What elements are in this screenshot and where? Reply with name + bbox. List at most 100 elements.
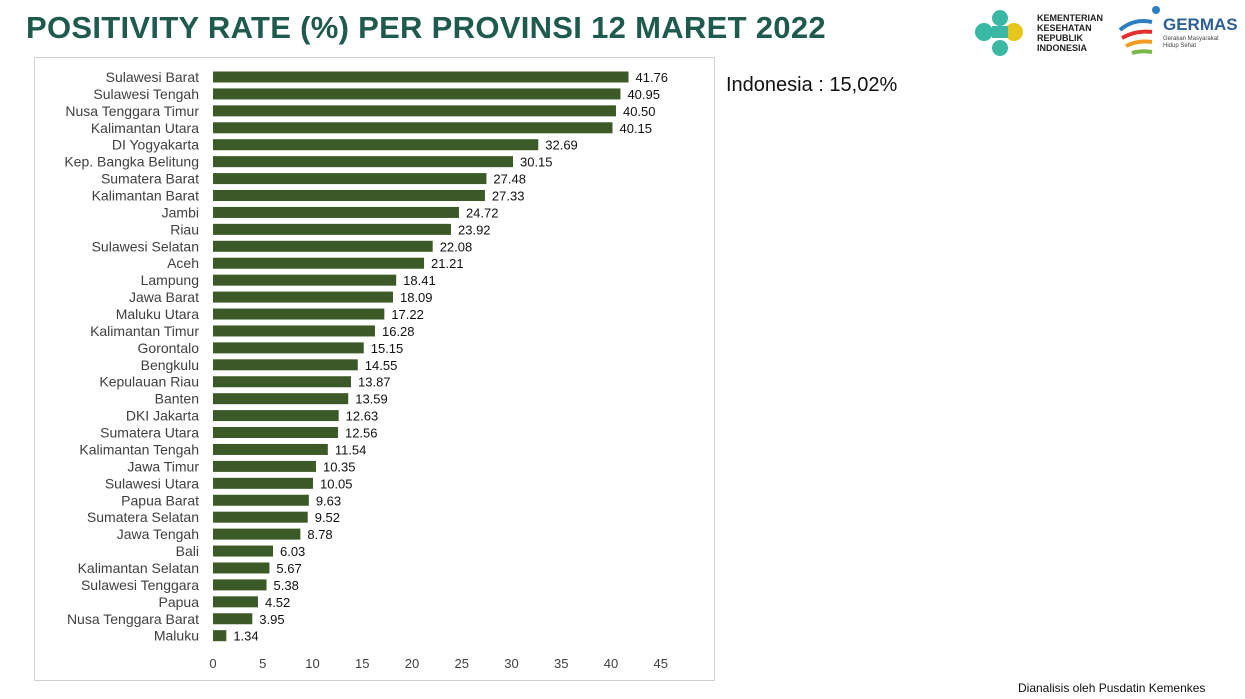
category-label: Jawa Tengah: [117, 526, 199, 542]
kemenkes-line: REPUBLIK: [1037, 33, 1084, 43]
bar-chart: Sulawesi Barat 41.76 Sulawesi Tengah 40.95 N…: [64, 69, 668, 671]
category-label: Sulawesi Selatan: [92, 238, 199, 254]
x-tick-label: 15: [355, 656, 369, 671]
bar: [213, 528, 301, 540]
category-label: Sumatera Utara: [100, 425, 199, 441]
x-tick-label: 0: [209, 656, 216, 671]
value-label: 18.09: [400, 290, 433, 305]
germas-sub-line: Hidup Sehat: [1163, 43, 1197, 49]
value-label: 8.78: [307, 527, 332, 542]
bar: [213, 342, 364, 354]
value-label: 1.34: [233, 629, 258, 644]
kemenkes-logo: [975, 10, 1023, 56]
value-label: 13.87: [358, 375, 391, 390]
bar: [213, 410, 339, 422]
bar: [213, 240, 433, 252]
category-label: Jawa Timur: [127, 458, 199, 474]
bar: [213, 223, 452, 235]
bar: [213, 562, 270, 574]
category-label: Kalimantan Barat: [92, 188, 200, 204]
value-label: 27.33: [492, 189, 525, 204]
bar: [213, 206, 459, 218]
bar: [213, 579, 267, 591]
bar: [213, 494, 309, 506]
value-label: 16.28: [382, 324, 415, 339]
category-label: Banten: [155, 391, 199, 407]
value-label: 27.48: [493, 172, 526, 187]
value-label: 6.03: [280, 544, 305, 559]
germas-sub-line: Gerakan Masyarakat: [1163, 36, 1219, 42]
value-label: 11.54: [335, 442, 367, 457]
category-label: Sulawesi Utara: [105, 475, 199, 491]
category-label: Aceh: [167, 255, 199, 271]
category-label: Nusa Tenggara Barat: [67, 611, 199, 627]
value-label: 17.22: [391, 307, 424, 322]
bar: [213, 443, 328, 455]
value-label: 40.15: [619, 121, 652, 136]
bar: [213, 274, 397, 286]
category-label: Kalimantan Selatan: [78, 560, 199, 576]
bar: [213, 477, 313, 489]
category-label: Bali: [176, 543, 199, 559]
value-label: 13.59: [355, 392, 388, 407]
x-tick-label: 30: [504, 656, 518, 671]
value-label: 21.21: [431, 256, 464, 271]
bar: [213, 291, 393, 303]
value-label: 5.67: [276, 561, 301, 576]
kemenkes-line: KESEHATAN: [1037, 23, 1092, 33]
category-label: Lampung: [141, 272, 199, 288]
category-label: Riau: [170, 221, 199, 237]
value-label: 24.72: [466, 205, 499, 220]
category-label: DI Yogyakarta: [112, 137, 199, 153]
value-label: 18.41: [403, 273, 436, 288]
category-label: Papua: [159, 594, 200, 610]
value-label: 9.52: [315, 510, 340, 525]
bar: [213, 71, 629, 83]
kemenkes-line: KEMENTERIAN: [1037, 13, 1104, 23]
value-label: 3.95: [259, 612, 284, 627]
x-tick-label: 25: [455, 656, 469, 671]
value-label: 9.63: [316, 493, 341, 508]
bar: [213, 190, 485, 202]
bar: [213, 511, 308, 523]
category-label: Kalimantan Timur: [90, 323, 199, 339]
x-tick-label: 5: [259, 656, 266, 671]
bar: [213, 359, 358, 371]
category-label: Sulawesi Tengah: [93, 86, 199, 102]
x-tick-label: 40: [604, 656, 618, 671]
category-label: Maluku Utara: [116, 306, 199, 322]
value-label: 10.35: [323, 459, 356, 474]
category-label: Sumatera Barat: [101, 171, 199, 187]
bar: [213, 427, 338, 439]
bar: [213, 393, 349, 405]
kemenkes-line: INDONESIA: [1037, 43, 1088, 53]
germas-title: GERMAS: [1163, 15, 1238, 34]
category-label: Kalimantan Tengah: [79, 441, 199, 457]
page-title: POSITIVITY RATE (%) PER PROVINSI 12 MARE…: [26, 10, 826, 45]
category-label: Jawa Barat: [129, 289, 199, 305]
value-label: 30.15: [520, 155, 553, 170]
category-label: Kalimantan Utara: [91, 120, 199, 136]
germas-logo: [1118, 6, 1160, 55]
value-label: 10.05: [320, 476, 353, 491]
x-tick-label: 35: [554, 656, 568, 671]
category-label: Papua Barat: [121, 492, 199, 508]
value-label: 15.15: [371, 341, 404, 356]
bar: [213, 139, 539, 151]
bar: [213, 325, 375, 337]
bar: [213, 376, 352, 388]
category-label: Maluku: [154, 628, 199, 644]
bar: [213, 460, 316, 472]
value-label: 14.55: [365, 358, 398, 373]
kemenkes-logo-text: KEMENTERIAN KESEHATAN REPUBLIK INDONESIA: [1037, 13, 1103, 53]
category-label: Kepulauan Riau: [99, 374, 199, 390]
value-label: 23.92: [458, 222, 491, 237]
bar: [213, 105, 616, 117]
value-label: 12.56: [345, 426, 378, 441]
value-label: 12.63: [346, 409, 379, 424]
bar: [213, 545, 273, 557]
value-label: 40.95: [627, 87, 660, 102]
value-label: 32.69: [545, 138, 578, 153]
value-label: 40.50: [623, 104, 656, 119]
bar: [213, 173, 487, 185]
